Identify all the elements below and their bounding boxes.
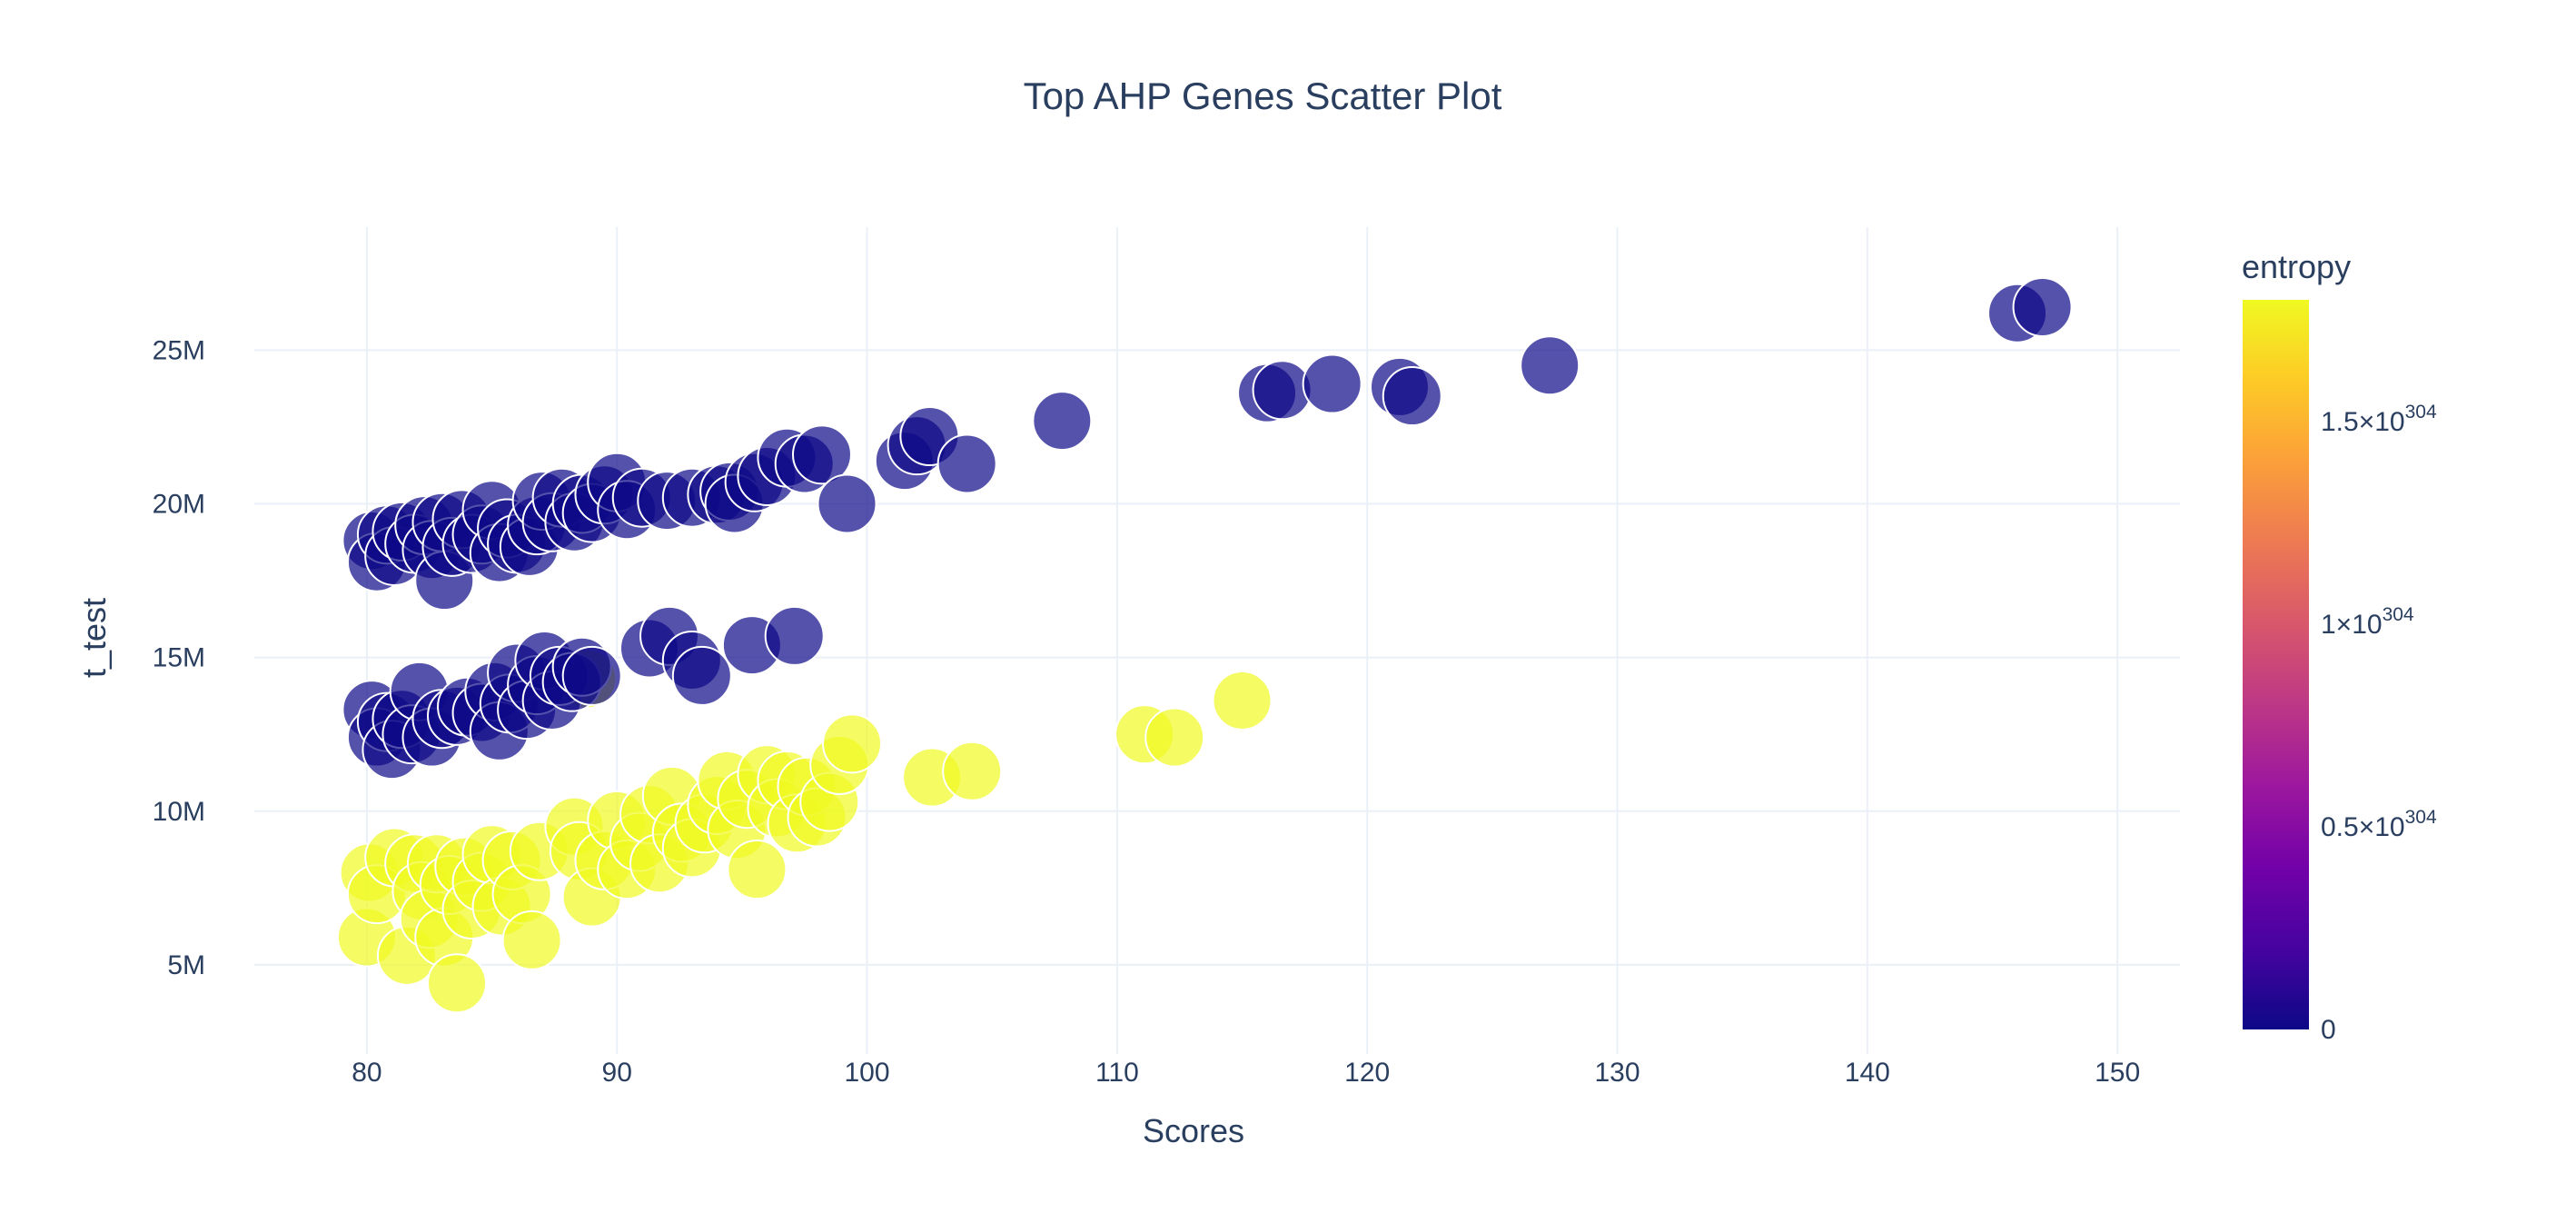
x-axis-title: Scores (1143, 1112, 1244, 1149)
colorbar (2243, 300, 2309, 1029)
colorbar-tick-label: 1.5×10304 (2321, 402, 2437, 437)
colorbar-title: entropy (2242, 248, 2351, 285)
chart-title: Top AHP Genes Scatter Plot (1024, 75, 1502, 117)
y-tick-label: 5M (167, 950, 205, 980)
y-tick-label: 15M (153, 643, 205, 673)
y-tick-label: 10M (153, 797, 205, 827)
x-tick-label: 110 (1095, 1058, 1139, 1088)
scatter-point (823, 714, 881, 772)
data-points (338, 278, 2072, 1012)
scatter-point (428, 954, 486, 1012)
scatter-point (728, 840, 786, 899)
x-tick-label: 120 (1344, 1058, 1390, 1088)
scatter-point (938, 434, 996, 492)
scatter-point (1253, 361, 1312, 419)
colorbar-tick-label: 0 (2321, 1015, 2336, 1045)
scatter-point (1033, 392, 1091, 450)
colorbar-tick-label: 0.5×10304 (2321, 807, 2437, 842)
colorbar-tick-exponent: 304 (2383, 604, 2414, 625)
y-tick-label: 25M (153, 335, 205, 365)
scatter-point (1303, 355, 1362, 413)
x-tick-label: 130 (1594, 1058, 1640, 1088)
x-tick-label: 100 (845, 1058, 890, 1088)
x-tick-label: 90 (602, 1058, 632, 1088)
scatter-point (503, 911, 561, 969)
colorbar-tick-base: 0 (2321, 1015, 2336, 1045)
colorbar-tick-exponent: 304 (2405, 402, 2437, 423)
scatter-point (2014, 278, 2072, 336)
y-axis-ticks: 5M 10M 15M 20M 25M (153, 335, 205, 980)
x-axis-ticks: 80 90 100 110 120 130 140 150 (352, 1058, 2140, 1088)
scatter-point (673, 647, 731, 705)
y-tick-label: 20M (153, 489, 205, 519)
scatter-point (943, 742, 1001, 800)
x-tick-label: 140 (1845, 1058, 1890, 1088)
colorbar-tick-exponent: 304 (2405, 807, 2437, 828)
colorbar-tick-base: 1×10 (2321, 610, 2383, 640)
scatter-point (1383, 367, 1442, 425)
colorbar-tick-label: 1×10304 (2321, 604, 2414, 640)
scatter-point (563, 647, 621, 705)
y-axis-title: t_test (75, 598, 113, 678)
colorbar-tick-base: 1.5×10 (2321, 407, 2405, 437)
scatter-point (1521, 336, 1579, 394)
colorbar-tick-base: 0.5×10 (2321, 812, 2405, 842)
x-tick-label: 80 (352, 1058, 381, 1088)
x-tick-label: 150 (2095, 1058, 2140, 1088)
scatter-point (818, 474, 877, 532)
scatter-point (1214, 671, 1272, 730)
scatter-point (766, 607, 824, 665)
scatter-point (1145, 709, 1204, 767)
